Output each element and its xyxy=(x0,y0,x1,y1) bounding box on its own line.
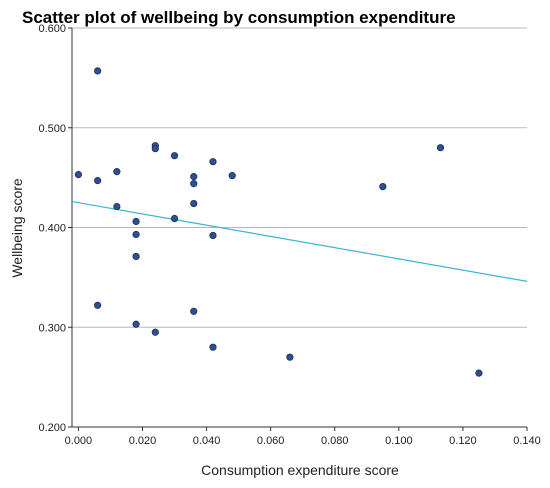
x-tick-label: 0.120 xyxy=(449,435,477,447)
trend-line xyxy=(71,200,528,282)
data-point xyxy=(475,369,483,377)
data-point xyxy=(170,152,179,160)
data-point xyxy=(113,168,121,176)
x-tick-label: 0.040 xyxy=(193,435,221,447)
data-point xyxy=(94,177,102,185)
x-tick-label: 0.020 xyxy=(129,435,157,447)
grid-lines xyxy=(72,27,527,328)
data-point xyxy=(190,173,198,181)
x-tick-label: 0.060 xyxy=(257,435,285,447)
data-point xyxy=(151,145,159,153)
data-point xyxy=(209,231,217,240)
data-point xyxy=(132,217,140,226)
y-tick-label: 0.600 xyxy=(38,23,66,35)
data-point xyxy=(209,158,217,166)
data-point xyxy=(190,307,198,315)
data-point xyxy=(94,67,102,75)
data-point xyxy=(190,199,198,208)
data-point xyxy=(170,214,179,223)
data-point xyxy=(228,172,236,180)
y-tick-labels: 0.200 0.300 0.400 0.500 0.600 xyxy=(38,23,72,434)
y-tick-label: 0.500 xyxy=(38,123,66,135)
y-tick-label: 0.300 xyxy=(38,322,66,334)
data-point xyxy=(132,320,140,328)
x-axis-label: Consumption expenditure score xyxy=(201,462,399,478)
data-point xyxy=(113,202,121,211)
x-tick-labels: 0.000 0.020 0.040 0.060 0.080 0.100 0.120 0.140 xyxy=(65,427,541,447)
data-point xyxy=(190,180,198,188)
data-points xyxy=(74,67,483,377)
x-tick-label: 0.100 xyxy=(385,435,413,447)
x-tick-label: 0.000 xyxy=(65,435,93,447)
chart-title: Scatter plot of wellbeing by consumption… xyxy=(22,8,456,27)
data-point xyxy=(94,301,102,309)
data-point xyxy=(436,144,445,152)
data-point xyxy=(286,353,294,361)
data-point xyxy=(74,171,83,179)
x-tick-label: 0.140 xyxy=(513,435,541,447)
data-point xyxy=(379,183,387,191)
y-tick-label: 0.400 xyxy=(38,223,66,235)
data-point xyxy=(151,328,159,336)
data-point xyxy=(132,252,140,261)
data-point xyxy=(132,230,140,239)
x-tick-label: 0.080 xyxy=(321,435,349,447)
data-point xyxy=(209,343,217,351)
y-tick-label: 0.200 xyxy=(38,422,66,434)
y-axis-label: Wellbeing score xyxy=(9,178,25,278)
